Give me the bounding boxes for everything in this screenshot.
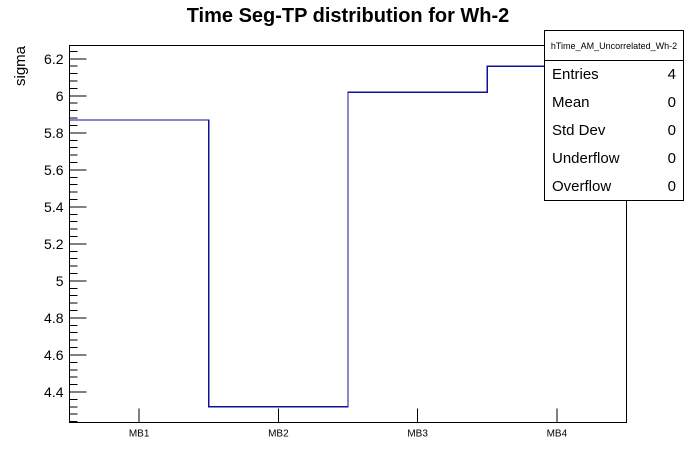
y-tick-label: 4.6	[44, 347, 64, 363]
plot-title: Time Seg-TP distribution for Wh-2	[186, 5, 510, 27]
stats-row-entries: Entries 4	[545, 61, 683, 89]
x-tick-label: MB3	[407, 429, 428, 440]
y-tick-label: 4.4	[44, 384, 64, 400]
y-tick-label: 5.2	[44, 236, 64, 252]
x-tick-label: MB4	[547, 429, 568, 440]
stat-label: Mean	[552, 94, 590, 112]
histogram-step-line	[69, 65, 627, 408]
y-tick-label: 5	[56, 273, 64, 289]
stats-box: hTime_AM_Uncorrelated_Wh-2 Entries 4 Mea…	[544, 30, 684, 201]
stat-value: 0	[667, 149, 676, 167]
y-tick-label: 4.8	[44, 310, 64, 326]
y-tick-label: 6.2	[44, 51, 64, 67]
plot-frame	[69, 45, 627, 423]
stat-label: Entries	[552, 66, 599, 84]
stat-label: Underflow	[552, 149, 620, 167]
stat-value: 0	[667, 121, 676, 139]
stat-value: 0	[667, 94, 676, 112]
y-tick-label: 5.4	[44, 199, 64, 215]
x-tick-label: MB2	[268, 429, 289, 440]
stat-label: Std Dev	[552, 121, 606, 139]
stats-row-underflow: Underflow 0	[545, 144, 683, 172]
y-tick-label: 6	[56, 88, 64, 104]
stat-label: Overflow	[552, 177, 612, 195]
stats-row-stddev: Std Dev 0	[545, 117, 683, 145]
stat-value: 0	[667, 177, 676, 195]
y-axis-title: sigma	[12, 45, 29, 86]
y-tick-label: 5.6	[44, 162, 64, 178]
stats-box-header: hTime_AM_Uncorrelated_Wh-2	[545, 31, 683, 61]
y-tick-label: 5.8	[44, 125, 64, 141]
stats-row-overflow: Overflow 0	[545, 172, 683, 200]
x-tick-label: MB1	[129, 429, 150, 440]
stats-row-mean: Mean 0	[545, 89, 683, 117]
stat-value: 4	[667, 66, 676, 84]
